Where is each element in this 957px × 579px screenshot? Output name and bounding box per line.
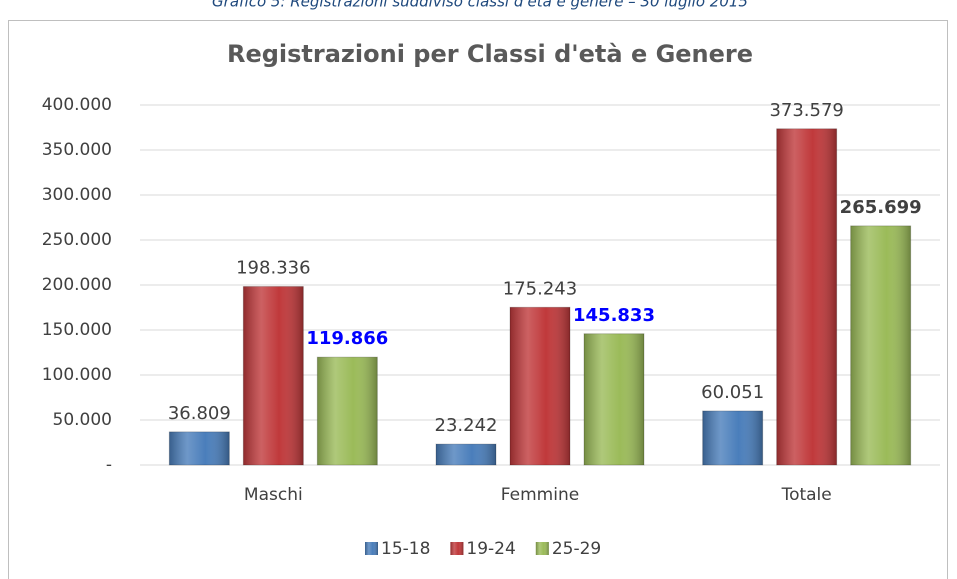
y-tick-label: 250.000 (42, 230, 112, 250)
y-tick-label: 200.000 (42, 275, 112, 295)
legend-swatch-shine (365, 542, 378, 555)
y-tick-label: 400.000 (42, 95, 112, 115)
x-tick-label: Totale (781, 485, 832, 505)
bar (316, 356, 378, 466)
data-label: 36.809 (168, 403, 231, 424)
y-tick-label: 150.000 (42, 320, 112, 340)
bar (242, 285, 304, 466)
bar (583, 333, 645, 466)
y-tick-label: - (106, 455, 112, 475)
legend-swatch-shine (535, 542, 549, 555)
y-tick-label: 350.000 (42, 140, 112, 160)
data-label: 373.579 (769, 100, 843, 121)
legend-label: 19-24 (466, 539, 515, 559)
data-label: 198.336 (236, 257, 310, 278)
data-label: 145.833 (573, 305, 655, 326)
bar (509, 306, 571, 466)
y-tick-label: 50.000 (53, 410, 112, 430)
y-tick-label: 100.000 (42, 365, 112, 385)
bar (435, 443, 497, 466)
legend-label: 15-18 (381, 539, 430, 559)
caption: Grafico 5: Registrazioni suddiviso class… (212, 0, 748, 11)
x-tick-label: Femmine (501, 485, 579, 505)
bar (168, 431, 230, 466)
bar (702, 410, 764, 466)
legend-label: 25-29 (552, 539, 601, 559)
chart-title: Registrazioni per Classi d'età e Genere (227, 40, 753, 68)
data-label: 60.051 (701, 382, 764, 403)
legend-swatch-shine (450, 542, 464, 555)
bar (776, 128, 838, 466)
bar (850, 225, 912, 466)
data-label: 23.242 (435, 415, 498, 436)
x-tick-label: Maschi (244, 485, 303, 505)
y-tick-label: 300.000 (42, 185, 112, 205)
data-label: 119.866 (306, 328, 388, 349)
data-label: 265.699 (840, 197, 922, 218)
data-label: 175.243 (503, 278, 577, 299)
